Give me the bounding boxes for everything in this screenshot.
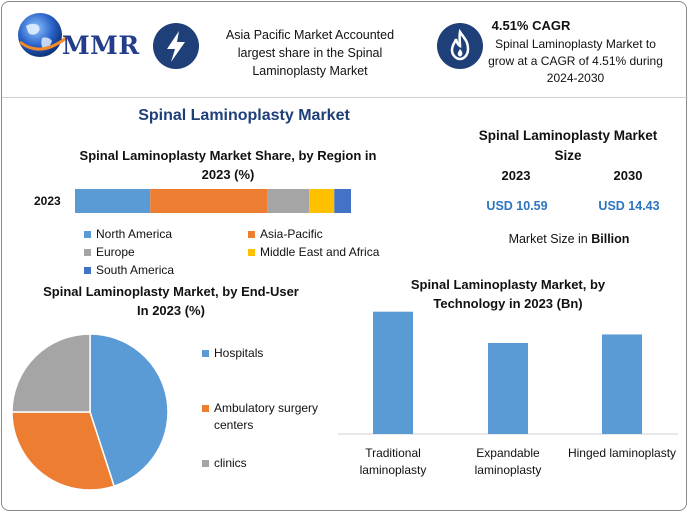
region-chart-title: Spinal Laminoplasty Market Share, by Reg…	[79, 148, 377, 182]
region-legend-label: North America	[96, 227, 173, 241]
legend-swatch	[84, 230, 91, 238]
region-bar-europe	[267, 189, 310, 213]
region-category-label: 2023	[34, 194, 61, 208]
market-size-note: Market Size in Billion	[476, 232, 662, 246]
lightning-icon	[153, 23, 199, 69]
enduser-legend-label: Ambulatory surgery centers	[214, 401, 319, 432]
region-legend-item: Middle East and Africa	[248, 245, 379, 259]
tech-tick-label: Hinged laminoplasty	[567, 446, 677, 460]
region-legend-label: Europe	[96, 245, 135, 259]
region-legend-item: South America	[84, 263, 174, 277]
legend-swatch	[248, 248, 255, 256]
pie-slice-ambulatory-surgery-centers	[11, 411, 116, 491]
technology-chart-title: Spinal Laminoplasty Market, by Technolog…	[410, 277, 606, 311]
region-legend-label: Middle East and Africa	[260, 245, 380, 259]
year-2023-label: 2023	[501, 168, 531, 183]
tech-bar-traditional-laminoplasty	[373, 311, 413, 434]
market-size-note-unit: Billion	[591, 232, 630, 246]
legend-swatch	[248, 230, 255, 238]
technology-bar-chart	[338, 311, 678, 435]
enduser-legend-label: Hospitals	[214, 346, 264, 360]
page-title: Spinal Laminoplasty Market	[138, 107, 350, 124]
region-bar-south-america	[334, 189, 351, 213]
legend-swatch	[202, 405, 209, 412]
region-legend-label: South America	[96, 263, 175, 277]
legend-swatch	[84, 248, 91, 256]
legend-swatch	[202, 460, 209, 467]
region-legend-item: North America	[84, 227, 172, 241]
region-bar-asia-pacific	[150, 189, 268, 213]
enduser-legend-label: clinics	[214, 456, 247, 470]
header-box1-text: Asia Pacific Market Accounted largest sh…	[225, 28, 395, 78]
logo-text: MMR	[62, 31, 140, 60]
region-bar-middle-east-and-africa	[309, 189, 335, 213]
flame-icon	[437, 23, 483, 69]
region-legend-item: Europe	[84, 245, 135, 259]
region-legend-item: Asia-Pacific	[248, 227, 323, 241]
size-value-2030: USD 14.43	[598, 199, 660, 213]
enduser-legend-item: Ambulatory surgery centers	[202, 400, 338, 434]
enduser-legend-item: clinics	[202, 455, 338, 472]
tech-tick-label: Traditional laminoplasty	[359, 446, 427, 477]
globe-logo	[12, 8, 76, 62]
legend-swatch	[84, 266, 91, 274]
header-box2-text: Spinal Laminoplasty Market to grow at a …	[488, 37, 663, 85]
enduser-chart-title: Spinal Laminoplasty Market, by End-User …	[43, 284, 299, 318]
header-divider	[2, 97, 688, 98]
region-stacked-bar-chart	[75, 189, 351, 213]
header-box2-title: 4.51% CAGR	[491, 18, 571, 33]
legend-swatch	[202, 350, 209, 357]
enduser-pie-chart	[11, 333, 169, 491]
pie-slice-hospitals	[89, 333, 169, 488]
year-2030-label: 2030	[613, 168, 643, 183]
size-value-2023: USD 10.59	[486, 199, 548, 213]
enduser-legend-item: Hospitals	[202, 345, 338, 362]
tech-bar-expandable-laminoplasty	[488, 342, 528, 434]
tech-tick-label: Expandable laminoplasty	[474, 446, 542, 477]
pie-slice-clinics	[11, 333, 91, 413]
tech-bar-hinged-laminoplasty	[602, 334, 642, 434]
region-bar-north-america	[75, 189, 151, 213]
market-size-note-prefix: Market Size in	[508, 232, 592, 246]
region-legend-label: Asia-Pacific	[260, 227, 323, 241]
market-size-title: Spinal Laminoplasty Market Size	[478, 128, 658, 163]
